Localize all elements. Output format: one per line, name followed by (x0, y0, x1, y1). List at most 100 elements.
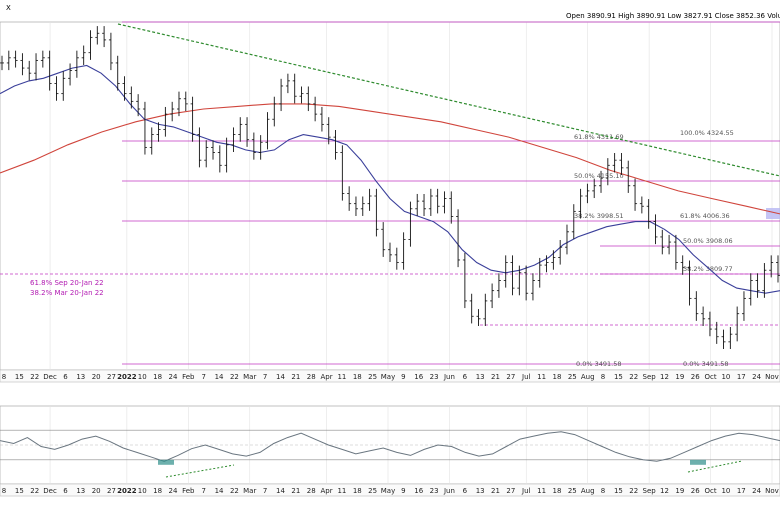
x-tick-label: 21 (491, 487, 500, 495)
x-tick-label: 23 (430, 373, 439, 381)
fib-label: 50.0% 4155.10 (574, 172, 624, 180)
x-tick-label: 10 (721, 373, 730, 381)
x-tick-label: 14 (276, 487, 285, 495)
x-tick-label: 17 (737, 373, 746, 381)
x-tick-label: 18 (353, 487, 362, 495)
x-tick-label: 9 (401, 373, 405, 381)
x-tick-label: 15 (15, 487, 24, 495)
x-tick-label: 28 (307, 487, 316, 495)
x-tick-label: 19 (675, 373, 684, 381)
x-tick-label: 20 (92, 487, 101, 495)
x-tick-label: 11 (337, 487, 346, 495)
x-tick-label: 7 (263, 487, 267, 495)
x-tick-label: 18 (153, 373, 162, 381)
x-tick-label: 15 (15, 373, 24, 381)
x-tick-label: Apr (320, 487, 332, 495)
fib-label: 38.2% 3809.77 (683, 265, 733, 273)
x-tick-label: 27 (107, 487, 116, 495)
fib-note-1: 61.8% Sep 20-Jan 22 (30, 279, 104, 287)
x-tick-label: 8 (601, 373, 605, 381)
x-tick-label: 27 (506, 373, 515, 381)
x-tick-label: 10 (721, 487, 730, 495)
x-tick-label: 8 (2, 373, 6, 381)
x-tick-label: 8 (601, 487, 605, 495)
x-tick-label: Nov (765, 373, 779, 381)
downtrend-line (117, 23, 780, 177)
x-tick-label: 28 (307, 373, 316, 381)
rsi-indicator (0, 429, 780, 465)
x-tick-label: 17 (737, 487, 746, 495)
x-tick-label: 14 (215, 487, 224, 495)
x-tick-label: 16 (414, 373, 423, 381)
vertical-gridlines (49, 22, 773, 484)
x-tick-label: Nov (765, 487, 779, 495)
x-tick-label: Jun (443, 487, 455, 495)
x-tick-label: 18 (552, 373, 561, 381)
x-tick-label: 16 (414, 487, 423, 495)
x-tick-label: Sep (643, 373, 657, 381)
x-tick-label: 22 (230, 487, 239, 495)
rsi-divergence-line-1 (165, 464, 235, 478)
x-tick-label: Dec (43, 373, 57, 381)
x-tick-label: 11 (537, 487, 546, 495)
moving-average-red (0, 103, 780, 215)
x-tick-label: 8 (2, 487, 6, 495)
fib-label: 100.0% 4324.55 (680, 129, 734, 137)
fib-label: 38.2% 3998.51 (574, 212, 624, 220)
x-tick-label: 18 (552, 487, 561, 495)
x-tick-label: Oct (705, 373, 717, 381)
x-tick-label: Feb (182, 373, 195, 381)
x-tick-label: 13 (76, 487, 85, 495)
x-tick-label: 22 (230, 373, 239, 381)
x-tick-label: Jul (521, 373, 531, 381)
x-axis-ticks: 8 15 22 Dec 6 13 20 27 2022 10 18 24 Feb 7 14 22 Mar 7 14 2… (2, 373, 779, 381)
x-tick-label: 21 (291, 373, 300, 381)
x-tick-label: 21 (291, 487, 300, 495)
x-tick-label: Jun (443, 373, 455, 381)
x-tick-label: Aug (581, 487, 595, 495)
x-tick-label: 23 (430, 487, 439, 495)
x-tick-label: May (381, 487, 395, 495)
x-tick-label: Aug (581, 373, 595, 381)
fib-label: 50.0% 3908.06 (683, 237, 733, 245)
rsi-line (0, 431, 780, 462)
x-tick-label: 13 (76, 373, 85, 381)
x-tick-label: 2022 (117, 373, 137, 381)
x-tick-label: 26 (691, 487, 700, 495)
x-tick-label: 15 (614, 487, 623, 495)
x-tick-label: 25 (368, 373, 377, 381)
x-axis-ticks-bottom: 8 15 22 Dec 6 13 20 27 2022 10 18 24 Feb 7 14 22 Mar 7 14 2… (2, 487, 779, 495)
x-tick-label: 2022 (117, 487, 137, 495)
date-strip-bottom (0, 483, 780, 497)
resistance-zone-highlight (766, 208, 780, 219)
x-tick-label: Sep (643, 487, 657, 495)
price-panel (0, 21, 780, 371)
x-tick-label: 6 (463, 373, 468, 381)
x-tick-label: 11 (537, 373, 546, 381)
x-tick-label: 22 (629, 373, 638, 381)
x-tick-label: 22 (629, 487, 638, 495)
x-tick-label: Mar (243, 487, 256, 495)
x-tick-label: 7 (201, 487, 205, 495)
x-tick-label: 18 (153, 487, 162, 495)
x-tick-label: 20 (92, 373, 101, 381)
x-tick-label: May (381, 373, 395, 381)
x-tick-label: 14 (276, 373, 285, 381)
rsi-oversold-fill (690, 459, 706, 465)
fib-label: 61.8% 4311.69 (574, 133, 624, 141)
x-tick-label: 6 (63, 373, 68, 381)
x-tick-label: 18 (353, 373, 362, 381)
fib-label: 0.0% 3491.58 (576, 360, 621, 368)
x-tick-label: 19 (675, 487, 684, 495)
fib-note-2: 38.2% Mar 20-Jan 22 (30, 289, 104, 297)
fib-label: 61.8% 4006.36 (680, 212, 730, 220)
ticker-fragment: X (6, 4, 11, 12)
x-tick-label: 7 (263, 373, 267, 381)
x-tick-label: 15 (614, 373, 623, 381)
x-tick-label: 11 (337, 373, 346, 381)
x-tick-label: 6 (63, 487, 68, 495)
x-tick-label: 25 (568, 487, 577, 495)
x-tick-label: Dec (43, 487, 57, 495)
x-tick-label: Feb (182, 487, 195, 495)
x-tick-label: 14 (215, 373, 224, 381)
